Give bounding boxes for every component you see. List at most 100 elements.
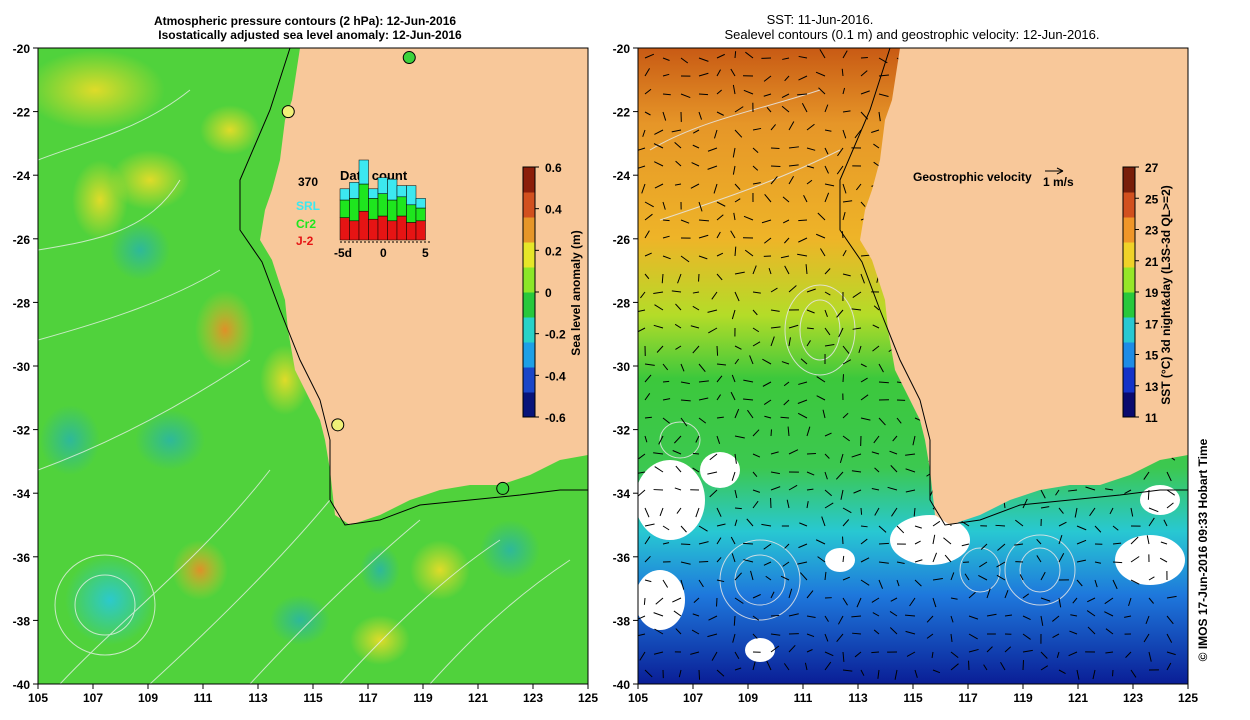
velocity-arrow: [716, 53, 725, 59]
velocity-arrow: [731, 309, 736, 320]
velocity-arrow: [932, 669, 941, 674]
velocity-arrow: [638, 471, 646, 474]
velocity-arrow: [1052, 615, 1060, 622]
velocity-arrow: [872, 612, 880, 617]
velocity-arrow: [1056, 651, 1060, 658]
inset-bar-srl: [387, 178, 398, 201]
velocity-arrow: [644, 273, 650, 280]
velocity-arrow: [716, 214, 724, 221]
velocity-arrow: [889, 450, 898, 455]
velocity-arrow: [943, 537, 952, 545]
x-tick-label: 119: [413, 691, 433, 705]
velocity-arrow: [860, 507, 863, 515]
velocity-arrow: [783, 381, 790, 387]
velocity-arrow: [932, 578, 943, 581]
inset-bar-srl: [406, 185, 417, 206]
velocity-arrow: [860, 579, 870, 586]
velocity-arrow: [733, 615, 736, 626]
velocity-arrow: [662, 235, 670, 239]
velocity-arrow: [852, 291, 862, 298]
velocity-arrow: [662, 255, 671, 260]
velocity-arrow: [643, 597, 646, 605]
velocity-arrow: [692, 467, 700, 473]
velocity-arrow: [653, 612, 664, 617]
colorbar-swatch: [523, 217, 535, 243]
velocity-arrow: [799, 572, 808, 581]
velocity-arrow: [1163, 519, 1168, 527]
velocity-arrow: [824, 147, 829, 155]
inset-bar-j2: [415, 220, 426, 241]
velocity-arrow: [752, 429, 760, 437]
velocity-arrow: [662, 525, 670, 531]
inset-bar-srl: [377, 177, 388, 194]
velocity-arrow: [1076, 669, 1080, 680]
velocity-arrow: [860, 394, 869, 401]
velocity-arrow: [842, 519, 850, 527]
velocity-arrow: [824, 633, 829, 642]
velocity-arrow: [878, 111, 881, 122]
y-tick-label: -34: [13, 487, 31, 501]
velocity-arrow: [1068, 489, 1078, 492]
velocity-arrow: [692, 452, 700, 455]
velocity-arrow: [1022, 633, 1031, 640]
velocity-arrow: [770, 451, 779, 455]
y-tick-label: -34: [613, 487, 631, 501]
left-colorbar-label: Sea level anomaly (m): [569, 230, 583, 355]
velocity-arrow: [806, 615, 816, 618]
velocity-arrow: [708, 615, 718, 621]
velocity-arrow: [806, 165, 815, 169]
velocity-arrow: [824, 309, 828, 318]
velocity-arrow: [653, 651, 664, 655]
velocity-arrow: [1055, 489, 1060, 496]
velocity-arrow: [824, 471, 828, 480]
velocity-arrow: [842, 87, 846, 95]
x-tick-label: 125: [1178, 691, 1198, 705]
velocity-arrow: [716, 669, 725, 677]
velocity-arrow: [804, 662, 808, 671]
velocity-arrow: [842, 576, 850, 581]
velocity-arrow: [698, 72, 709, 77]
velocity-arrow: [851, 615, 862, 618]
velocity-arrow: [852, 632, 862, 635]
inset-bar-srl: [349, 182, 360, 199]
velocity-arrow: [713, 183, 718, 194]
velocity-arrow: [1022, 660, 1025, 671]
velocity-arrow: [662, 363, 669, 371]
land-right: [860, 48, 1188, 525]
inset-bar-cr2: [339, 199, 350, 218]
velocity-arrow: [806, 309, 815, 314]
velocity-arrow: [716, 557, 722, 563]
velocity-arrow: [824, 327, 831, 336]
velocity-arrow: [1148, 576, 1155, 581]
velocity-arrow: [674, 141, 682, 149]
velocity-arrow: [839, 453, 844, 464]
x-tick-label: 113: [248, 691, 268, 705]
velocity-arrow: [638, 309, 646, 313]
velocity-arrow: [680, 399, 691, 402]
velocity-arrow: [1130, 507, 1134, 517]
left-colorbar: 0.6 0.4 0.2 0 -0.2 -0.4 -0.6: [522, 161, 566, 425]
velocity-arrow: [674, 487, 682, 491]
velocity-arrow: [698, 541, 709, 545]
velocity-arrow: [996, 561, 1006, 568]
velocity-arrow: [761, 523, 772, 527]
velocity-arrow: [784, 543, 790, 549]
velocity-arrow: [944, 554, 952, 563]
velocity-arrow: [978, 574, 988, 581]
x-tick-label: 121: [468, 691, 488, 705]
velocity-arrow: [788, 484, 798, 491]
velocity-arrow: [878, 579, 884, 589]
velocity-arrow: [671, 290, 682, 293]
velocity-arrow: [914, 559, 923, 563]
velocity-arrow: [806, 471, 815, 476]
velocity-arrow: [698, 219, 709, 222]
velocity-arrow: [698, 560, 709, 563]
velocity-arrow: [743, 215, 754, 221]
velocity-arrow: [746, 518, 754, 527]
velocity-arrow: [1040, 665, 1049, 671]
velocity-arrow: [732, 84, 736, 95]
velocity-arrow: [731, 374, 736, 383]
velocity-arrow: [950, 572, 955, 581]
velocity-arrow: [871, 487, 880, 491]
velocity-arrow: [840, 489, 844, 500]
